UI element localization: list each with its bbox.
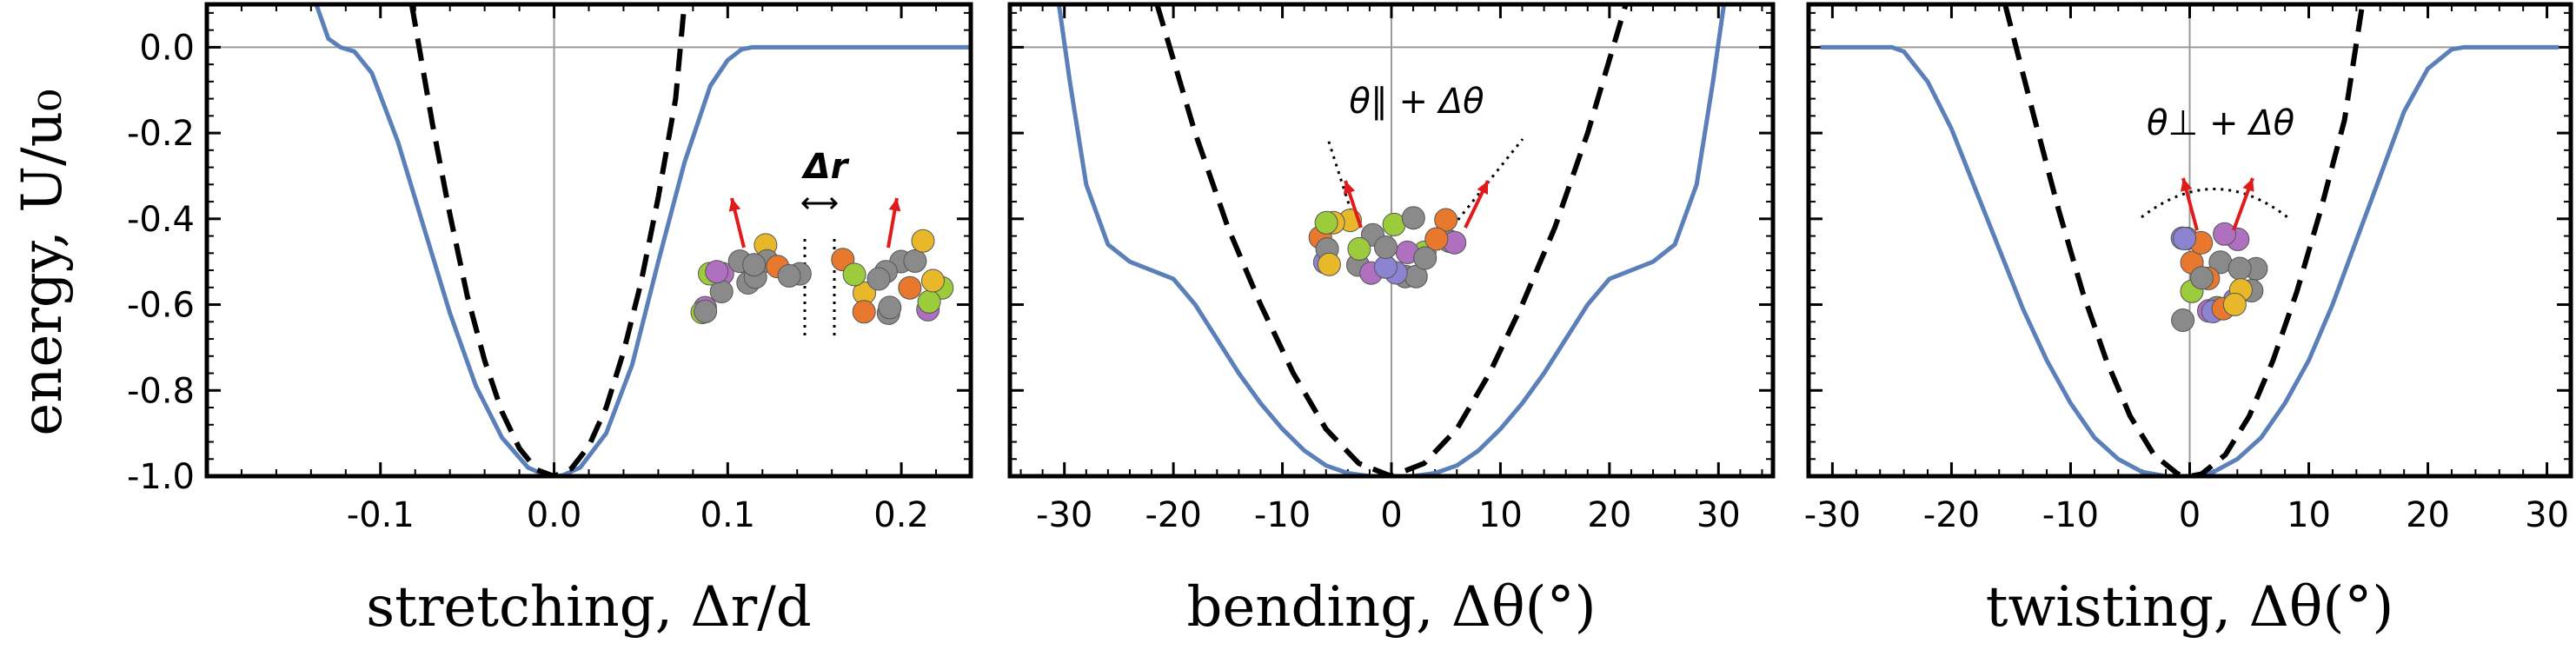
stretching-x-tick-label: 0.2 [873, 495, 929, 535]
stretching-right-particle [911, 229, 935, 253]
twisting-particle [2213, 222, 2237, 246]
stretching-left-particle [705, 260, 729, 284]
stretching-harmonic-fit-line [408, 4, 687, 476]
bending-particle [1347, 236, 1371, 261]
bending-harmonic-fit-line [1154, 4, 1629, 476]
stretching-x-tick-label: 0.0 [527, 495, 582, 535]
twisting-x-tick-label: -30 [1804, 495, 1861, 535]
bending-x-tick-label: -20 [1145, 495, 1201, 535]
stretching-left-particle [694, 299, 718, 323]
twisting-left-arrow-head [2180, 178, 2193, 192]
bending-particle [1374, 235, 1398, 259]
stretching-panel: -0.1 0.0 0.1 0.2 0.0 -0.2 -0.4 -0.6 -0.8 -1.0 str… [127, 2, 973, 640]
y-tick-label: -1.0 [127, 457, 195, 497]
bending-inset [1308, 138, 1524, 289]
stretching-right-particle [903, 249, 927, 273]
twisting-x-tick-label: -20 [1923, 495, 1980, 535]
stretching-right-particle [852, 300, 876, 324]
stretching-frame [204, 2, 973, 479]
twisting-particle [2171, 308, 2195, 332]
stretching-left-particle [777, 263, 801, 288]
stretching-right-particle [917, 289, 941, 314]
bending-particle [1413, 246, 1437, 270]
twisting-angle-arc [2141, 188, 2288, 219]
stretching-right-arrow-head [888, 198, 901, 212]
twisting-energy-curve [1820, 44, 2559, 476]
twisting-right-arrow-head [2242, 178, 2254, 192]
bending-particle [1314, 210, 1338, 235]
twisting-particle [2173, 227, 2197, 250]
twisting-particle [2227, 256, 2252, 281]
twisting-harmonic-fit-line [2002, 4, 2366, 476]
stretching-left-arrow-head [728, 198, 741, 212]
bending-right-arrow-head [1477, 181, 1489, 195]
bending-panel: -30 -20 -10 0 10 20 30 bending, Δθ(°) θ∥ + Δθ [1007, 2, 1776, 640]
bending-particle [1424, 227, 1449, 251]
twisting-particle [2190, 266, 2214, 290]
y-tick-label: -0.6 [127, 286, 195, 326]
bending-particle [1401, 206, 1425, 230]
twisting-x-tick-label: -10 [2042, 495, 2099, 535]
bending-x-tick-label: 30 [1696, 495, 1741, 535]
stretching-delta-r-arrow [800, 196, 839, 210]
stretching-annotation: Δr [801, 147, 850, 187]
bending-frame [1007, 2, 1776, 479]
bending-x-tick-label: -30 [1036, 495, 1092, 535]
twisting-annotation: θ⊥ + Δθ [2147, 103, 2294, 143]
stretching-x-title: stretching, Δr/d [366, 575, 812, 640]
twisting-panel: -30 -20 -10 0 10 20 30 twisting, Δθ(°) θ⊥ + Δθ [1804, 2, 2573, 640]
y-axis-title: energy, U/u₀ [10, 89, 75, 435]
y-tick-label: -0.4 [127, 200, 195, 240]
stretching-x-tick-label: 0.1 [700, 495, 756, 535]
bending-x-tick-label: 0 [1380, 495, 1402, 535]
stretching-right-particle [842, 262, 866, 287]
y-tick-label: 0.0 [139, 28, 195, 68]
stretching-inset [690, 196, 954, 339]
bending-x-tick-label: 10 [1478, 495, 1523, 535]
twisting-x-title: twisting, Δθ(°) [1986, 575, 2394, 640]
stretching-right-particle [866, 267, 891, 291]
bending-x-tick-label: 20 [1587, 495, 1631, 535]
twisting-x-tick-label: 10 [2287, 495, 2331, 535]
bending-left-arrow-head [1343, 181, 1356, 195]
twisting-frame [1806, 2, 2573, 479]
bending-energy-curve [1056, 4, 1727, 476]
bending-x-title: bending, Δθ(°) [1186, 575, 1596, 640]
bending-particle [1374, 255, 1398, 279]
bending-particle [1434, 208, 1458, 232]
stretching-left-particle [742, 253, 767, 277]
y-tick-label: -0.2 [127, 114, 195, 154]
twisting-x-tick-label: 20 [2406, 495, 2450, 535]
stretching-energy-curve [314, 4, 971, 476]
bending-annotation: θ∥ + Δθ [1349, 82, 1484, 122]
twisting-x-tick-label: 0 [2179, 495, 2201, 535]
twisting-inset [2141, 177, 2288, 332]
stretching-x-tick-label: -0.1 [347, 495, 415, 535]
bending-x-tick-label: -10 [1254, 495, 1311, 535]
twisting-particle [2222, 292, 2247, 316]
stretching-right-particle [878, 295, 902, 320]
stretching-right-particle [921, 269, 945, 293]
y-tick-label: -0.8 [127, 371, 195, 411]
stretching-right-particle [898, 275, 922, 300]
bending-particle [1317, 252, 1341, 276]
twisting-x-tick-label: 30 [2525, 495, 2569, 535]
